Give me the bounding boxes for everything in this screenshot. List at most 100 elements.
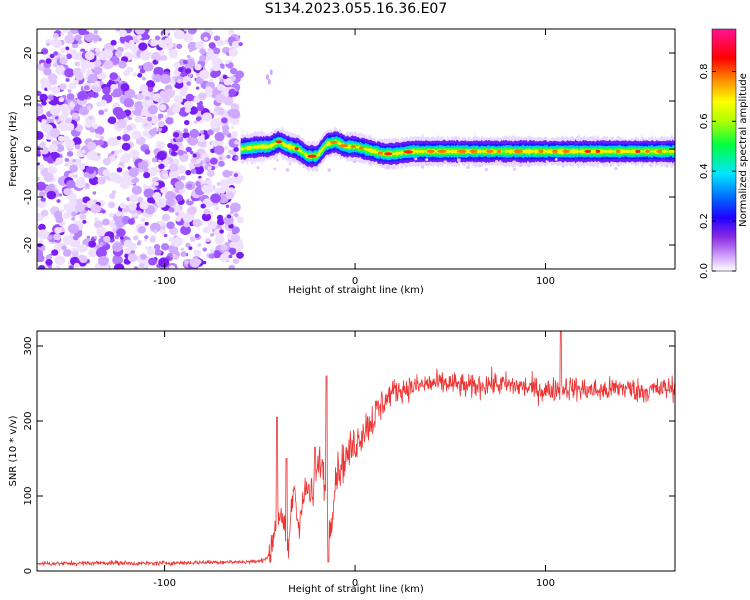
noise-blob (158, 114, 164, 119)
noise-blob (226, 155, 230, 159)
noise-blob (158, 127, 163, 131)
noise-blob (156, 141, 165, 149)
noise-blob (56, 199, 60, 203)
noise-blob (173, 255, 179, 260)
noise-blob (224, 145, 228, 149)
noise-blob (37, 255, 45, 262)
noise-blob (53, 40, 62, 48)
noise-blob (202, 247, 207, 251)
noise-blob (72, 251, 79, 257)
signal-peak (497, 150, 501, 153)
noise-blob (88, 91, 95, 97)
noise-blob (49, 144, 58, 152)
noise-blob (118, 61, 127, 69)
noise-blob (187, 55, 191, 58)
noise-blob (219, 229, 224, 233)
noise-blob (485, 168, 488, 171)
noise-blob (199, 70, 210, 80)
noise-blob (70, 102, 74, 106)
noise-blob (128, 168, 138, 177)
noise-blob (39, 239, 44, 243)
noise-blob (213, 48, 220, 55)
noise-blob (545, 160, 547, 162)
noise-blob (75, 144, 81, 149)
noise-blob (71, 217, 75, 221)
noise-blob (144, 235, 148, 239)
noise-blob (81, 60, 91, 69)
noise-blob (177, 78, 183, 83)
noise-blob (152, 158, 157, 163)
noise-blob (55, 116, 59, 119)
noise-blob (143, 62, 154, 72)
noise-blob (175, 181, 185, 190)
signal-peak (486, 150, 494, 153)
noise-blob (208, 166, 212, 169)
noise-blob (85, 51, 95, 60)
noise-blob (53, 51, 58, 55)
noise-blob (142, 213, 146, 217)
noise-blob (223, 75, 228, 79)
noise-blob (79, 214, 86, 220)
noise-blob (209, 42, 216, 49)
x-tick-label: 100 (536, 276, 555, 287)
noise-blob (63, 188, 71, 196)
noise-blob (56, 119, 60, 123)
noise-blob (112, 255, 123, 265)
noise-blob (75, 34, 82, 40)
noise-blob (53, 233, 61, 240)
noise-blob (225, 191, 234, 199)
signal-peak (470, 150, 478, 153)
noise-blob (210, 119, 221, 129)
noise-blob (328, 168, 332, 172)
noise-blob (113, 107, 124, 117)
noise-blob (77, 244, 86, 253)
noise-blob (45, 259, 52, 266)
noise-blob (234, 156, 238, 160)
noise-blob (159, 90, 167, 98)
signal-peak (351, 145, 357, 148)
noise-blob (38, 164, 44, 170)
noise-blob (50, 128, 61, 138)
noise-blob (102, 219, 109, 226)
snr-panel: -100 0 100 0100200300 Height of straight l… (8, 331, 675, 595)
noise-blob (425, 158, 428, 161)
noise-blob (135, 216, 139, 219)
y-tick-label: 20 (23, 47, 34, 60)
noise-blob (132, 186, 142, 195)
noise-blob (147, 117, 152, 122)
noise-blob (217, 218, 225, 225)
noise-blob (55, 216, 63, 223)
noise-blob (60, 48, 66, 53)
noise-blob (421, 165, 424, 168)
noise-blob (65, 139, 75, 148)
noise-blob (59, 83, 66, 90)
noise-blob (168, 207, 174, 213)
noise-blob (148, 87, 154, 92)
noise-blob (97, 139, 104, 145)
noise-blob (200, 204, 205, 209)
noise-blob (74, 263, 80, 268)
noise-blob (41, 123, 48, 129)
noise-blob (139, 201, 148, 209)
colorbar: 0.00.20.40.60.8 Normalized spectral ampl… (699, 29, 749, 279)
noise-blob (67, 93, 75, 100)
noise-blob (150, 237, 156, 242)
noise-blob (210, 193, 221, 203)
noise-blob (209, 49, 214, 53)
noise-blob (99, 72, 107, 79)
noise-blob (72, 83, 76, 86)
signal-peak (339, 144, 348, 147)
noise-blob (139, 263, 145, 268)
noise-blob (128, 253, 138, 262)
noise-blob (316, 169, 319, 172)
noise-blob (122, 134, 130, 141)
y-tick-label: 200 (23, 411, 34, 430)
noise-blob (68, 224, 79, 234)
noise-blob (226, 205, 229, 208)
noise-blob (44, 173, 54, 182)
noise-blob (59, 57, 67, 64)
noise-blob (527, 165, 529, 167)
noise-blob (66, 123, 74, 131)
noise-blob (368, 161, 372, 165)
noise-blob (129, 114, 133, 117)
